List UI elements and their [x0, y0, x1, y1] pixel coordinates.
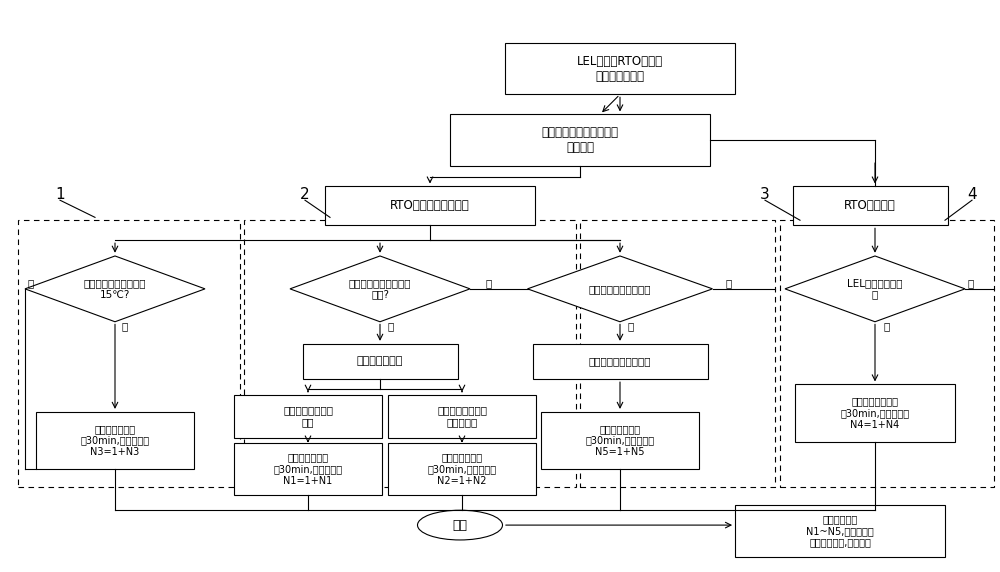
- Text: RTO炉故障自检测开启: RTO炉故障自检测开启: [390, 200, 470, 212]
- FancyBboxPatch shape: [541, 412, 699, 469]
- FancyBboxPatch shape: [234, 395, 382, 438]
- FancyBboxPatch shape: [450, 114, 710, 166]
- Ellipse shape: [418, 510, 503, 540]
- FancyBboxPatch shape: [302, 344, 458, 379]
- Text: 否: 否: [28, 278, 34, 288]
- Text: 相邻蓄热室温度差高于
15℃?: 相邻蓄热室温度差高于 15℃?: [84, 278, 146, 300]
- Text: 报警计数模块
N1~N5,累计计数，
月末输出计数,并清零。: 报警计数模块 N1~N5,累计计数， 月末输出计数,并清零。: [806, 514, 874, 547]
- Polygon shape: [290, 256, 470, 321]
- Text: 热旁通异常报警
每30min,若报警在，
N1=1+N1: 热旁通异常报警 每30min,若报警在， N1=1+N1: [273, 452, 343, 486]
- Text: 是: 是: [883, 321, 889, 331]
- Polygon shape: [528, 256, 712, 321]
- Text: 3: 3: [760, 187, 770, 202]
- Text: 1: 1: [55, 187, 65, 202]
- Text: 是: 是: [122, 321, 128, 331]
- Text: 燃烧器温度控制器
开度无变化: 燃烧器温度控制器 开度无变化: [437, 406, 487, 427]
- FancyBboxPatch shape: [532, 344, 708, 379]
- Text: 提升阀切换是否异常？: 提升阀切换是否异常？: [589, 284, 651, 294]
- Text: 4: 4: [967, 187, 977, 202]
- FancyBboxPatch shape: [792, 186, 948, 225]
- Text: 燃烧室温度高于工作温
度值?: 燃烧室温度高于工作温 度值?: [349, 278, 411, 300]
- FancyBboxPatch shape: [388, 443, 536, 495]
- Text: 提升阀开、关状态异常: 提升阀开、关状态异常: [589, 356, 651, 367]
- Polygon shape: [25, 256, 205, 321]
- Text: 燃烧室异常报警: 燃烧室异常报警: [357, 356, 403, 367]
- Text: LEL值超过报警值
？: LEL值超过报警值 ？: [847, 278, 903, 300]
- Text: LEL仪表、RTO炉内温
度变送器无故障: LEL仪表、RTO炉内温 度变送器无故障: [577, 55, 663, 82]
- Text: 否: 否: [725, 278, 731, 288]
- Text: RTO炉前监测: RTO炉前监测: [844, 200, 896, 212]
- Text: 蓄热室异常报警
每30min,若报警在，
N3=1+N3: 蓄热室异常报警 每30min,若报警在， N3=1+N3: [80, 424, 150, 457]
- FancyBboxPatch shape: [325, 186, 535, 225]
- Text: 结束: 结束: [452, 519, 468, 531]
- Text: 是: 是: [628, 321, 634, 331]
- FancyBboxPatch shape: [505, 43, 735, 94]
- Text: 提升阀异常报警
每30min,若报警在，
N5=1+N5: 提升阀异常报警 每30min,若报警在， N5=1+N5: [585, 424, 655, 457]
- Text: 2: 2: [300, 187, 310, 202]
- FancyBboxPatch shape: [795, 384, 955, 442]
- Text: 否: 否: [968, 278, 974, 288]
- FancyBboxPatch shape: [234, 443, 382, 495]
- Text: 燃烧器异常报警
每30min,若报警在，
N2=1+N2: 燃烧器异常报警 每30min,若报警在， N2=1+N2: [427, 452, 497, 486]
- Text: 热旁通阀门开度无
变化: 热旁通阀门开度无 变化: [283, 406, 333, 427]
- FancyBboxPatch shape: [36, 412, 194, 469]
- Polygon shape: [785, 256, 965, 321]
- Text: 蓄热室热氧化装置故障自
检测开始: 蓄热室热氧化装置故障自 检测开始: [542, 126, 618, 154]
- FancyBboxPatch shape: [735, 505, 945, 557]
- Text: 是: 是: [388, 321, 394, 331]
- FancyBboxPatch shape: [388, 395, 536, 438]
- Text: 否: 否: [485, 278, 491, 288]
- Text: 原料废气异常报警
每30min,若报警在，
N4=1+N4: 原料废气异常报警 每30min,若报警在， N4=1+N4: [840, 396, 910, 430]
